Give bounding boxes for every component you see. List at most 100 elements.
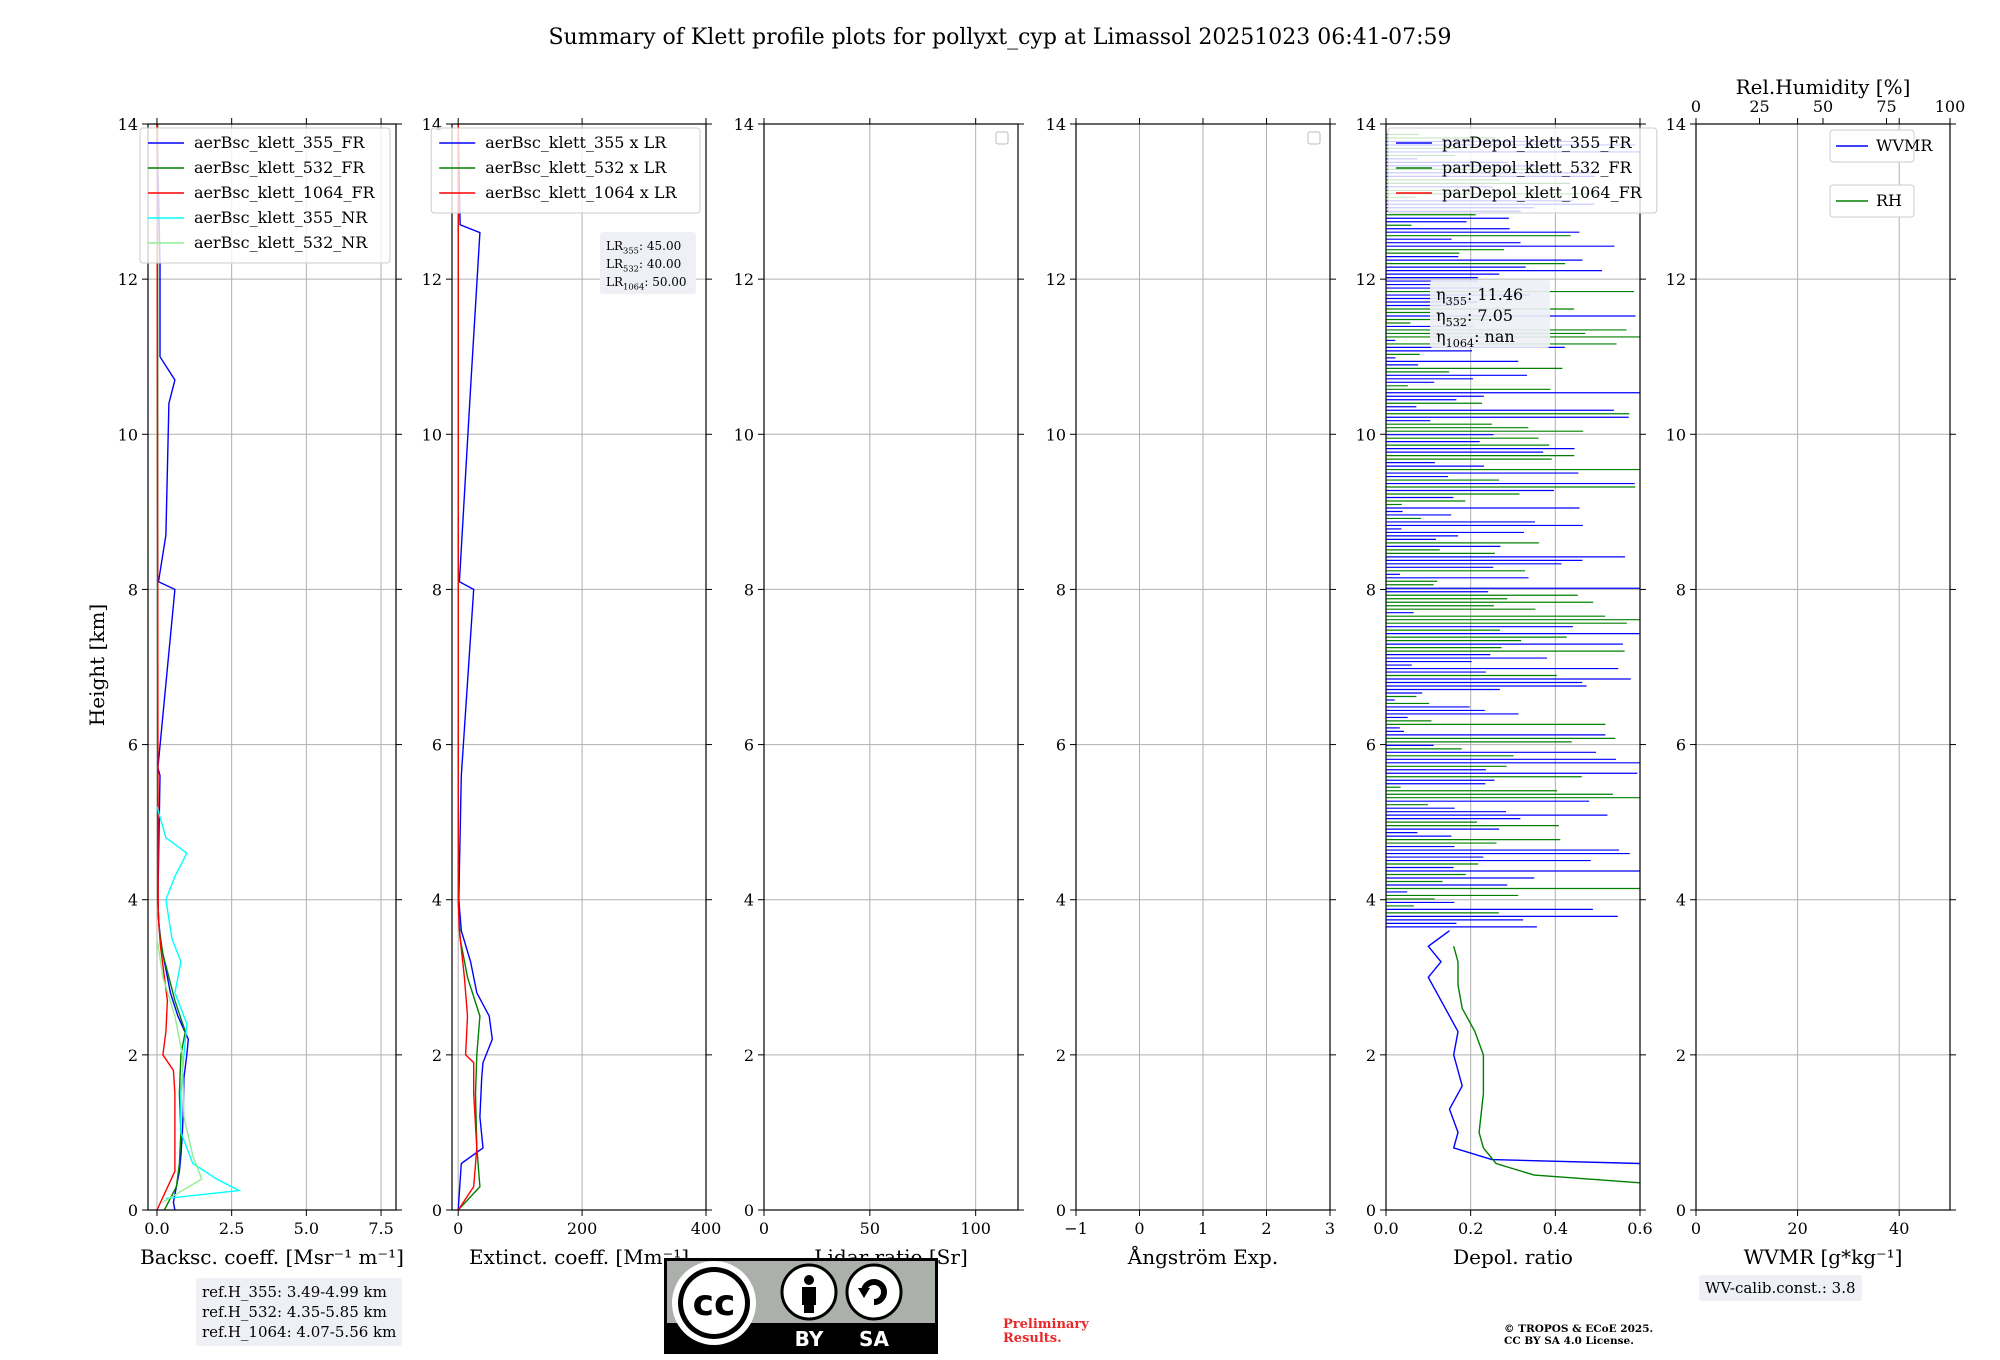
y-tick-label: 6 xyxy=(1676,736,1686,755)
y-tick-label: 4 xyxy=(1366,891,1376,910)
y-tick-label: 14 xyxy=(1046,115,1066,134)
x-axis-label: Depol. ratio xyxy=(1453,1245,1573,1269)
legend-label: aerBsc_klett_1064 x LR xyxy=(485,183,677,202)
y-tick-label: 0 xyxy=(1056,1201,1066,1220)
legend-box xyxy=(430,127,701,214)
y-tick-label: 10 xyxy=(1356,425,1376,444)
copyright-line-1: © TROPOS & ECoE 2025. xyxy=(1504,1323,1654,1335)
y-tick-label: 14 xyxy=(118,115,138,134)
x-tick-label: 1 xyxy=(1198,1219,1208,1238)
legend-box xyxy=(139,127,391,264)
empty-legend xyxy=(1307,131,1321,145)
eta-box xyxy=(1430,280,1550,348)
x-tick-label: 5.0 xyxy=(294,1219,319,1238)
y-tick-label: 12 xyxy=(1046,270,1066,289)
y-tick-label: 10 xyxy=(1046,425,1066,444)
y-tick-label: 10 xyxy=(422,425,442,444)
top-x-axis-label: Rel.Humidity [%] xyxy=(1736,75,1911,99)
x-tick-label: 3 xyxy=(1325,1219,1335,1238)
legend-box xyxy=(1387,127,1658,214)
y-tick-label: 8 xyxy=(432,580,442,599)
y-tick-label: 12 xyxy=(1666,270,1686,289)
cc-sa-label: SA xyxy=(859,1327,889,1351)
lidar-ratio-532: LR532: 40.00 xyxy=(606,257,681,274)
x-tick-label: 200 xyxy=(567,1219,598,1238)
y-tick-label: 12 xyxy=(734,270,754,289)
x-tick-label: 0.0 xyxy=(144,1219,169,1238)
copyright-note: © TROPOS & ECoE 2025. CC BY SA 4.0 Licen… xyxy=(1504,1323,1653,1347)
series-line-aerBsc_klett_1064_FR xyxy=(156,124,176,1210)
lidar-ratio-355: LR355: 45.00 xyxy=(606,239,681,256)
series-line-aerBsc_klett_355_NR xyxy=(156,806,242,1200)
x-tick-label: 7.5 xyxy=(368,1219,393,1238)
y-tick-label: 0 xyxy=(432,1201,442,1220)
legend-label: WVMR xyxy=(1876,136,1933,155)
legend-label: aerBsc_klett_1064_FR xyxy=(194,183,376,202)
x-tick-label: 0.4 xyxy=(1543,1219,1568,1238)
y-tick-label: 6 xyxy=(128,736,138,755)
x-axis-label: Extinct. coeff. [Mm⁻¹] xyxy=(469,1245,689,1269)
x-tick-label: 2 xyxy=(1261,1219,1271,1238)
axes-frame xyxy=(1695,123,1951,1211)
x-tick-label: 0.6 xyxy=(1627,1219,1652,1238)
eta-1064: η1064: nan xyxy=(1436,327,1515,350)
y-tick-label: 2 xyxy=(432,1046,442,1065)
legend-label: parDepol_klett_532_FR xyxy=(1442,158,1633,177)
y-tick-label: 4 xyxy=(1056,891,1066,910)
x-tick-label: 20 xyxy=(1787,1219,1807,1238)
series-line-parDepol_klett_355_FR xyxy=(1427,930,1640,1165)
y-tick-label: 14 xyxy=(734,115,754,134)
y-tick-label: 6 xyxy=(1366,736,1376,755)
series-line-aerBsc_klett_1064 x LR xyxy=(457,124,478,1210)
y-tick-label: 6 xyxy=(744,736,754,755)
copyright-line-2: CC BY SA 4.0 License. xyxy=(1504,1335,1634,1347)
series-line-parDepol_klett_532_FR xyxy=(1453,946,1640,1184)
legend-box xyxy=(1829,184,1915,218)
y-tick-label: 0 xyxy=(128,1201,138,1220)
x-tick-label: 0 xyxy=(1691,1219,1701,1238)
legend-label: parDepol_klett_1064_FR xyxy=(1442,183,1643,202)
preliminary-line-1: Preliminary xyxy=(1003,1317,1089,1332)
panel-wv: 0 20 40 0 2 4 6 8 10 12 14 WVMR [g*kg⁻¹] WVMR RH 0 25 50… xyxy=(1666,75,1966,1269)
y-tick-label: 2 xyxy=(128,1046,138,1065)
legend-label: aerBsc_klett_532 x LR xyxy=(485,158,667,177)
y-tick-label: 14 xyxy=(1666,115,1686,134)
x-axis-label: WVMR [g*kg⁻¹] xyxy=(1744,1245,1903,1269)
y-axis-label: Height [km] xyxy=(85,604,109,726)
top-x-tick-label: 0 xyxy=(1691,97,1701,116)
y-tick-label: 4 xyxy=(128,891,138,910)
axes-frame xyxy=(451,123,707,1211)
top-x-tick-label: 25 xyxy=(1749,97,1769,116)
y-tick-label: 6 xyxy=(1056,736,1066,755)
x-axis-label: Backsc. coeff. [Msr⁻¹ m⁻¹] xyxy=(140,1245,404,1269)
x-tick-label: 40 xyxy=(1889,1219,1909,1238)
top-x-tick-label: 50 xyxy=(1813,97,1833,116)
y-tick-label: 0 xyxy=(1366,1201,1376,1220)
y-tick-label: 10 xyxy=(118,425,138,444)
eta-355: η355: 11.46 xyxy=(1436,285,1523,308)
y-tick-label: 10 xyxy=(734,425,754,444)
empty-legend xyxy=(995,131,1009,145)
y-tick-label: 12 xyxy=(1356,270,1376,289)
y-tick-label: 2 xyxy=(1676,1046,1686,1065)
ref-height-355: ref.H_355: 3.49-4.99 km xyxy=(202,1283,387,1301)
y-tick-label: 0 xyxy=(1676,1201,1686,1220)
lidar-ratio-box xyxy=(600,232,696,294)
top-x-tick-label: 75 xyxy=(1876,97,1896,116)
y-tick-label: 10 xyxy=(1666,425,1686,444)
series-line-aerBsc_klett_355 x LR xyxy=(457,124,494,1210)
axes-frame xyxy=(1385,123,1641,1211)
y-tick-label: 2 xyxy=(1056,1046,1066,1065)
x-tick-label: 0 xyxy=(453,1219,463,1238)
y-tick-label: 4 xyxy=(432,891,442,910)
svg-text:cc: cc xyxy=(693,1283,736,1324)
legend-box xyxy=(1829,129,1915,163)
x-axis-label: Ångström Exp. xyxy=(1127,1244,1278,1269)
x-tick-label: 0.0 xyxy=(1373,1219,1398,1238)
y-tick-label: 14 xyxy=(1356,115,1376,134)
axes-frame xyxy=(763,123,1019,1211)
cc-by-label: BY xyxy=(795,1327,824,1351)
